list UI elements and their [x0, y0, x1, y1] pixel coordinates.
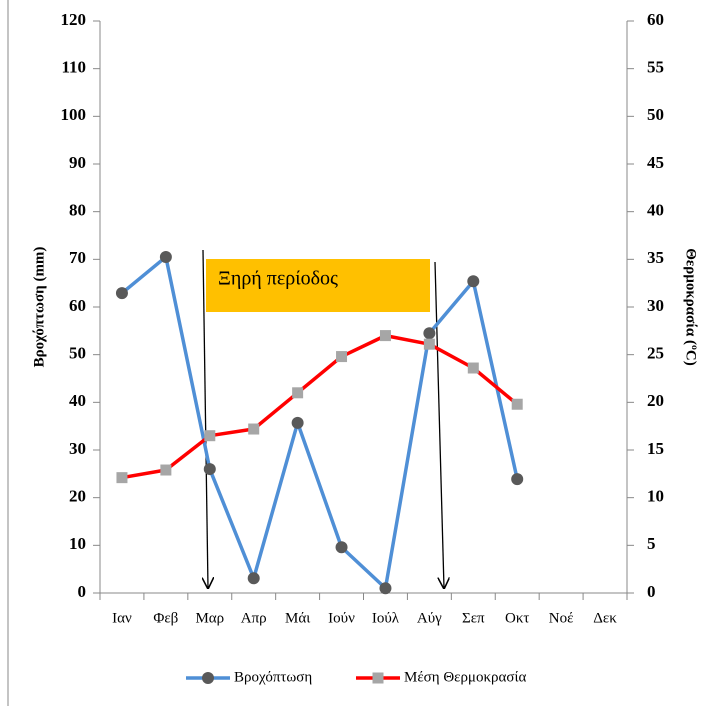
y2-tick-label: 10: [647, 487, 664, 506]
point: [511, 473, 524, 486]
y-tick-label: 50: [69, 344, 86, 363]
point: [292, 387, 304, 399]
y-tick-label: 0: [78, 582, 87, 601]
x-tick-label: Ιαν: [112, 610, 132, 626]
point: [203, 463, 216, 476]
y-tick-label: 20: [69, 487, 86, 506]
y2-tick-label: 60: [647, 10, 664, 29]
x-tick-label: Μαρ: [195, 610, 224, 626]
point: [467, 362, 479, 374]
y-tick-label: 90: [69, 153, 86, 172]
y-tick-label: 30: [69, 439, 86, 458]
arrow: [203, 249, 208, 588]
point: [379, 582, 392, 595]
y-axis-label: Βροχόπτωση (mm): [31, 247, 47, 368]
x-tick-label: Ιούν: [328, 610, 355, 626]
y2-tick-label: 0: [647, 582, 656, 601]
y2-tick-label: 25: [647, 344, 664, 363]
x-tick-label: Νοέ: [549, 610, 574, 626]
x-tick-label: Μάι: [285, 610, 310, 626]
point: [423, 327, 436, 340]
point: [291, 416, 304, 429]
point: [247, 572, 260, 585]
point: [511, 398, 523, 410]
y2-tick-label: 30: [647, 296, 664, 315]
point: [336, 351, 348, 363]
point: [204, 430, 216, 442]
y-tick-label: 70: [69, 248, 86, 267]
y-tick-label: 120: [61, 10, 87, 29]
y-tick-label: 80: [69, 201, 86, 220]
y2-tick-label: 45: [647, 153, 664, 172]
point: [159, 250, 172, 263]
y2-tick-label: 55: [647, 58, 664, 77]
x-tick-label: Οκτ: [505, 610, 529, 626]
point: [423, 338, 435, 350]
x-tick-label: Απρ: [241, 610, 267, 626]
y-tick-label: 40: [69, 391, 86, 410]
y-tick-label: 110: [61, 58, 86, 77]
point: [115, 287, 128, 300]
y2-tick-label: 15: [647, 439, 664, 458]
point: [160, 464, 172, 476]
legend-label: Βροχόπτωση: [234, 669, 312, 685]
y2-tick-label: 5: [647, 534, 656, 553]
x-tick-label: Δεκ: [593, 610, 617, 626]
annotation-box: [206, 259, 430, 312]
y-tick-label: 60: [69, 296, 86, 315]
arrow: [434, 261, 444, 588]
y2-tick-label: 20: [647, 391, 664, 410]
point: [116, 472, 128, 484]
legend-marker: [372, 672, 384, 684]
point: [467, 275, 480, 288]
y2-tick-label: 50: [647, 105, 664, 124]
point: [335, 541, 348, 554]
legend-label: Μέση Θερμοκρασία: [404, 669, 526, 685]
series-line: [120, 255, 519, 590]
y-tick-label: 10: [69, 534, 86, 553]
point: [248, 423, 260, 435]
annotation: Ξηρή περίοδος: [218, 268, 338, 290]
x-tick-label: Ιούλ: [372, 610, 400, 626]
y2-axis-label: Θερμοκρασία (ºC): [683, 248, 699, 366]
x-tick-label: Σεπ: [462, 610, 485, 626]
y2-tick-label: 35: [647, 248, 664, 267]
x-tick-label: Αύγ: [417, 610, 442, 626]
series-line: [121, 333, 519, 480]
y-tick-label: 100: [61, 105, 87, 124]
x-tick-label: Φεβ: [153, 610, 178, 626]
point: [379, 330, 391, 342]
y2-tick-label: 40: [647, 201, 664, 220]
legend-marker: [202, 672, 214, 684]
